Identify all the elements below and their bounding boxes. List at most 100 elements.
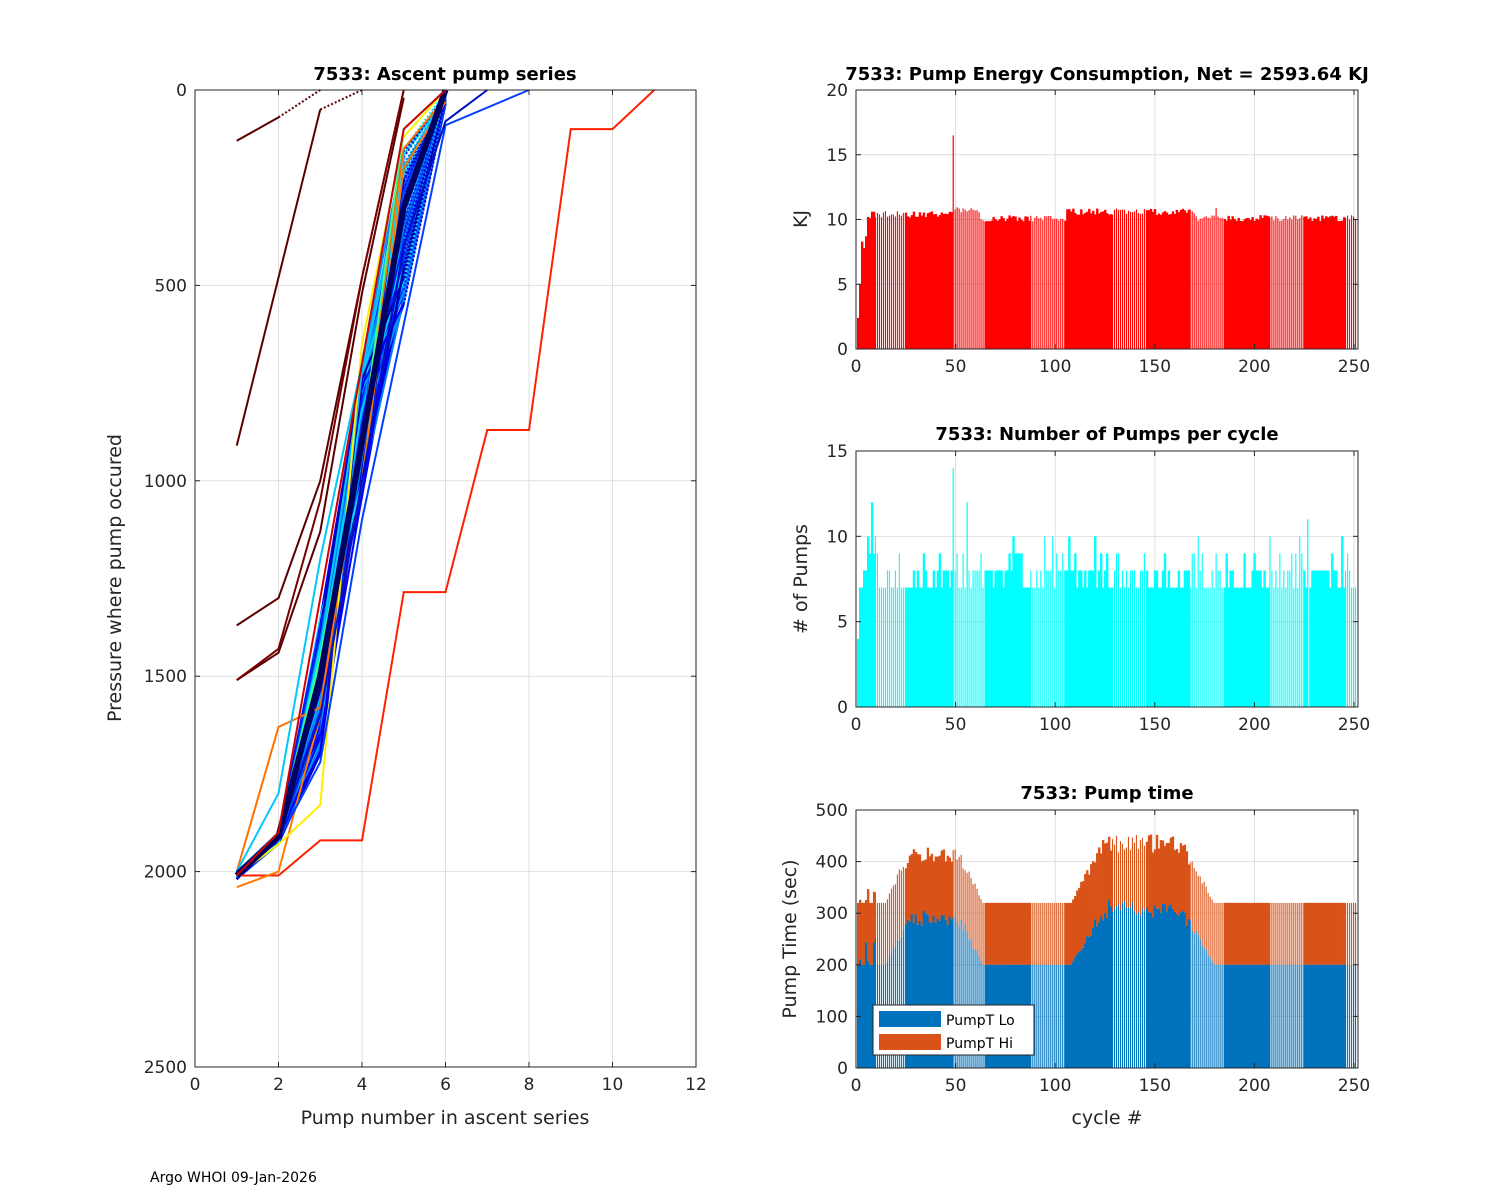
pumps-bar [1331, 553, 1334, 707]
pumptime-bar-lo [1313, 964, 1316, 1068]
pumptime-bar-hi [964, 870, 966, 925]
pumptime-bar-hi [1086, 870, 1089, 937]
ascent-pump-axes: 0 2 4 6 8 10 12 0 500 1000 1500 2000 2500 7533: Asc… [104, 64, 707, 1129]
pumps-bar [1022, 587, 1025, 707]
pumptime-bar-lo [1237, 964, 1240, 1068]
pumps-bar [1058, 570, 1060, 707]
pumps-bar [1066, 570, 1069, 707]
pumps-bar [1265, 587, 1268, 707]
energy-bar [1237, 217, 1240, 349]
pumptime-bar-hi [874, 892, 877, 938]
pumptime-bar-lo [1221, 964, 1223, 1068]
pumps-bar [868, 553, 872, 707]
pumptime-bar-hi [1337, 902, 1340, 965]
pumptime-bar-lo [1215, 964, 1217, 1068]
pumptime-bar-lo [1034, 964, 1036, 1068]
pumps-bar [1249, 587, 1252, 707]
pumps-bar [1273, 587, 1275, 707]
pumps-bar [918, 587, 922, 707]
energy-bar [1131, 212, 1133, 349]
energy-bar [1195, 216, 1197, 349]
pumptime-bar-hi [992, 902, 995, 965]
ascent-line-profile-b [235, 109, 322, 446]
energy-bar [888, 215, 890, 349]
pumptime-bar-lo [908, 921, 912, 1068]
pumptime-bar-lo [1149, 912, 1153, 1068]
energy-bar [1315, 218, 1318, 349]
pumps-bar [982, 587, 984, 707]
pumps-bar [1094, 536, 1097, 707]
pumps-bar [1000, 570, 1003, 707]
pumptime-bar-lo [1251, 964, 1254, 1068]
legend-swatch-lo [879, 1011, 941, 1027]
pumptime-yticks: 0 100 200 300 400 500 [816, 801, 1358, 1079]
pumps-bar [1251, 570, 1254, 707]
pumps-bar [970, 587, 972, 707]
pumps-bar [1335, 570, 1338, 707]
pumptime-bar-lo [968, 939, 970, 1068]
pumptime-bar-lo [1111, 911, 1114, 1068]
pumptime-bar-hi [1107, 836, 1111, 901]
energy-bar [1177, 212, 1181, 349]
pumptime-bar-hi [864, 900, 868, 943]
pumps-bar [1343, 587, 1346, 707]
pumps-bar [1233, 587, 1236, 707]
energy-bar [960, 212, 962, 349]
pumps-bar [1084, 570, 1087, 707]
pumptime-bar-hi [1345, 902, 1347, 965]
pumps-bar [942, 570, 946, 707]
ascent-line-profile-a [236, 116, 279, 142]
pumptime-bar-lo [1265, 964, 1268, 1068]
pumps-bar [1111, 587, 1114, 707]
pumptime-bar-lo [914, 914, 918, 1068]
pumps-bar [994, 570, 997, 707]
energy-bar [1121, 209, 1124, 349]
tick-label-x: 50 [945, 715, 967, 735]
energy-bar [1269, 217, 1271, 349]
pumptime-bar-hi [900, 870, 902, 937]
pumptime-bar-lo [1245, 964, 1248, 1068]
energy-bar [972, 209, 974, 349]
tick-label-y: 15 [826, 146, 848, 166]
energy-xticks: 0 50 100 150 200 250 [851, 90, 1370, 377]
pumptime-bar-lo [1349, 964, 1351, 1068]
energy-bar [1086, 211, 1089, 349]
pumptime-bar-lo [1181, 911, 1185, 1068]
energy-bar [1265, 215, 1268, 349]
energy-bar [1267, 216, 1270, 349]
pumptime-bar-lo [1076, 954, 1079, 1068]
pumptime-bar-hi [1088, 874, 1091, 937]
pumptime-bar-lo [1247, 964, 1250, 1068]
pumps-bar [940, 587, 944, 707]
pumps-bar [1042, 587, 1044, 707]
pumptime-bar-hi [1221, 902, 1223, 965]
pumptime-bar-lo [1291, 964, 1293, 1068]
energy-bar [1084, 212, 1087, 349]
pumptime-bar-lo [1117, 904, 1120, 1068]
pumptime-bar-hi [1243, 902, 1246, 965]
pumptime-bar-hi [1271, 902, 1273, 965]
pumptime-bar-hi [926, 847, 930, 915]
energy-bar [1080, 209, 1083, 349]
pumptime-bar-lo [1060, 964, 1062, 1068]
pumptime-bar-hi [916, 854, 920, 925]
pumptime-bar-lo [1107, 900, 1111, 1068]
pumps-bar [1229, 570, 1232, 707]
pumptime-bar-hi [1317, 902, 1320, 965]
pumps-bar [1327, 570, 1330, 707]
pumptime-bar-lo [1058, 964, 1060, 1068]
energy-bar [1139, 213, 1141, 349]
ascent-profile-surface-segment [402, 93, 447, 227]
energy-bar [1036, 216, 1038, 349]
pumptime-bar-lo [1205, 949, 1207, 1068]
pumps-bar [1227, 587, 1230, 707]
pumps-bar [1237, 587, 1240, 707]
energy-bar [1034, 217, 1036, 349]
tick-label-x: 250 [1338, 1076, 1370, 1096]
energy-bar [1165, 212, 1169, 349]
tick-label-y: 5 [837, 275, 848, 295]
pumps-bar [1062, 553, 1064, 707]
pumptime-bar-lo [1038, 964, 1040, 1068]
tick-label-y: 1000 [144, 472, 187, 492]
energy-bar [1239, 220, 1242, 349]
